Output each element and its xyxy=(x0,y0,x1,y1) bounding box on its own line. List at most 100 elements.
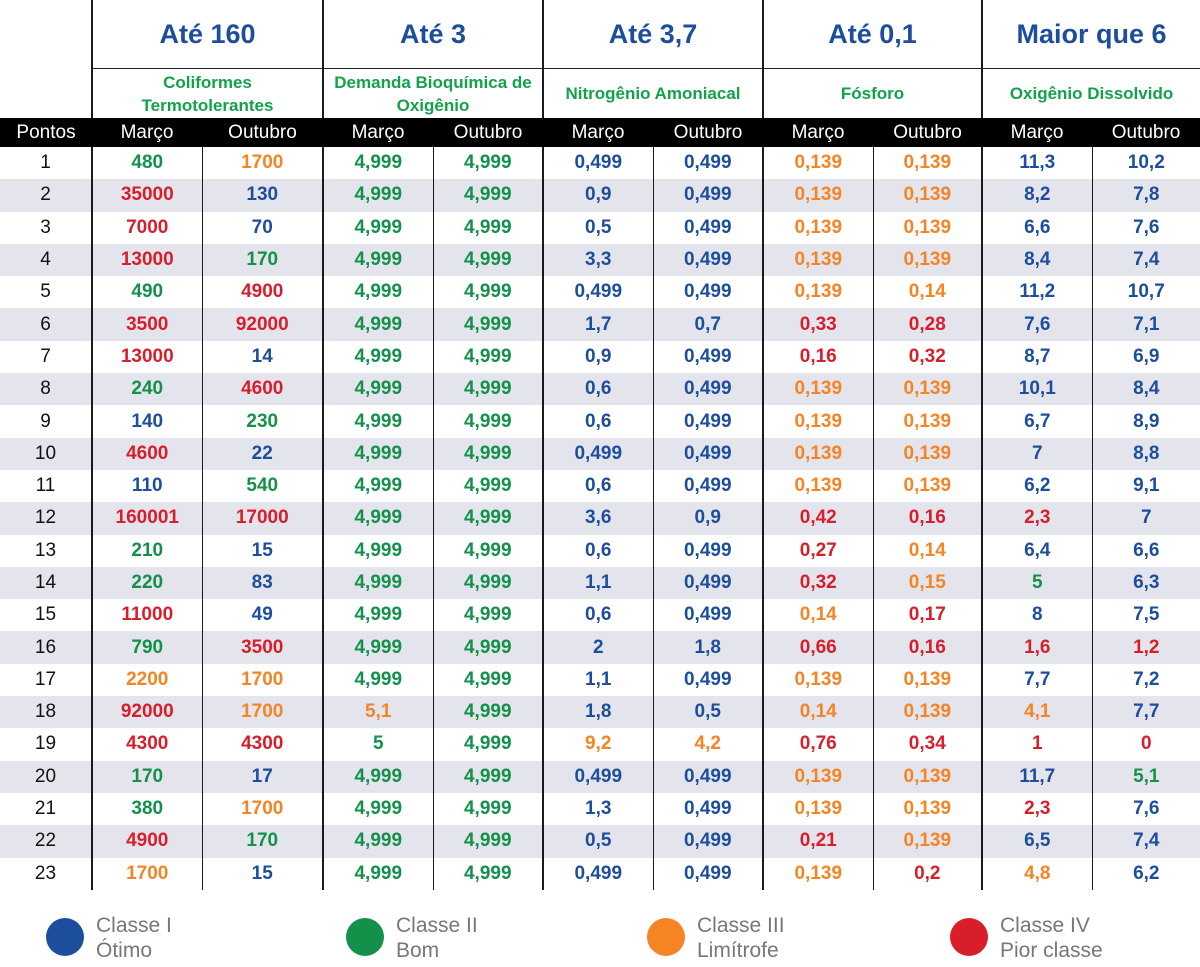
value-cell: 0,6 xyxy=(542,373,653,406)
point-number: 21 xyxy=(34,798,57,820)
value-cell: 4300 xyxy=(201,728,323,761)
value-cell: 170 xyxy=(201,243,323,277)
value-cell: 1,1 xyxy=(542,566,653,600)
value-cell: 170 xyxy=(91,760,202,793)
value-cell: 2200 xyxy=(91,663,202,697)
value-cell: 9,1 xyxy=(1091,469,1200,503)
value-cell: 1700 xyxy=(201,696,323,729)
limit-nitrogenio: Até 3,7 xyxy=(541,0,764,69)
value-cell: 0,139 xyxy=(762,792,874,826)
value-cell: 0,34 xyxy=(872,728,983,761)
value-cell: 6,9 xyxy=(1091,340,1200,374)
value-cell: 83 xyxy=(201,566,323,600)
value-cell: 70 xyxy=(201,211,323,244)
value-cell: 0,76 xyxy=(762,728,874,761)
point-number: 19 xyxy=(34,733,57,755)
value-cell: 4,999 xyxy=(322,276,433,309)
table-row: 9 140 230 4,999 4,999 0,6 0,499 0,139 0,139 6,7 8,… xyxy=(0,405,1200,438)
value-cell: 11,3 xyxy=(981,147,1093,180)
value-cell: 4,999 xyxy=(432,243,543,277)
value-cell: 4,999 xyxy=(322,405,433,438)
value-cell: 2,3 xyxy=(981,792,1093,826)
value-cell: 9,2 xyxy=(542,728,653,761)
value-cell: 0,14 xyxy=(872,276,983,309)
value-cell: 0,14 xyxy=(762,599,874,632)
value-cell: 0,139 xyxy=(872,760,983,793)
value-cell: 1,1 xyxy=(542,663,653,697)
water-quality-table: Até 160 Até 3 Até 3,7 Até 0,1 Maior que … xyxy=(0,0,1200,890)
value-cell: 4,999 xyxy=(432,760,543,793)
value-cell: 0,139 xyxy=(872,696,983,729)
table-row: 3 7000 70 4,999 4,999 0,5 0,499 0,139 0,139 6,6 7,… xyxy=(0,211,1200,244)
value-cell: 4,999 xyxy=(322,502,433,535)
value-cell: 220 xyxy=(91,566,202,600)
param-dbo: Demanda Bioquímica de Oxigênio xyxy=(322,68,543,118)
value-cell: 4,999 xyxy=(322,566,433,600)
value-cell: 0,139 xyxy=(762,857,874,890)
value-cell: 6,5 xyxy=(981,825,1093,858)
table-row: 16 790 3500 4,999 4,999 2 1,8 0,66 0,16 1,6 1,2 xyxy=(0,631,1200,664)
value-cell: 6,7 xyxy=(981,405,1093,438)
value-cell: 4,999 xyxy=(322,469,433,503)
value-cell: 3500 xyxy=(201,631,323,664)
value-cell: 0,499 xyxy=(542,857,653,890)
value-cell: 0,32 xyxy=(872,340,983,374)
point-number: 20 xyxy=(0,760,92,793)
value-cell: 540 xyxy=(201,469,323,503)
value-cell: 13000 xyxy=(91,243,202,277)
value-cell: 0,139 xyxy=(872,147,983,180)
value-cell: 8,4 xyxy=(981,243,1093,277)
value-cell: 4,1 xyxy=(981,696,1093,729)
value-cell: 4,999 xyxy=(432,631,543,664)
value-cell: 7,4 xyxy=(1091,243,1200,277)
value-cell: 0,16 xyxy=(872,502,983,535)
value-cell: 11,2 xyxy=(981,276,1093,309)
value-cell: 92000 xyxy=(91,696,202,729)
limits-row: Até 160 Até 3 Até 3,7 Até 0,1 Maior que … xyxy=(0,0,1200,69)
value-cell: 1700 xyxy=(201,792,323,826)
value-cell: 0,139 xyxy=(872,211,983,244)
value-cell: 6,6 xyxy=(981,211,1093,244)
value-cell: 0,5 xyxy=(652,696,764,729)
value-cell: 4900 xyxy=(91,825,202,858)
value-cell: 0,499 xyxy=(542,276,653,309)
limit-coliformes: Até 160 xyxy=(91,0,323,69)
legend-desc: Bom xyxy=(396,939,440,962)
point-number: 3 xyxy=(40,216,51,238)
corner-cell xyxy=(0,0,92,69)
value-cell: 0,6 xyxy=(542,599,653,632)
value-cell: 4,999 xyxy=(322,340,433,374)
value-cell: 4,999 xyxy=(432,857,543,890)
value-cell: 3500 xyxy=(91,308,202,341)
value-cell: 7,7 xyxy=(981,663,1093,697)
table-row: 8 240 4600 4,999 4,999 0,6 0,499 0,139 0,139 10,1… xyxy=(0,373,1200,406)
circle-icon xyxy=(950,918,988,956)
value-cell: 7 xyxy=(981,437,1093,470)
value-cell: 130 xyxy=(201,179,323,212)
table-row: 5 490 4900 4,999 4,999 0,499 0,499 0,139 0,14 11,… xyxy=(0,276,1200,309)
value-cell: 4,999 xyxy=(432,405,543,438)
legend-title: Classe III xyxy=(697,914,785,937)
value-cell: 1700 xyxy=(91,857,202,890)
value-cell: 2 xyxy=(542,631,653,664)
value-cell: 7,1 xyxy=(1091,308,1200,341)
point-number: 2 xyxy=(0,179,92,212)
value-cell: 110 xyxy=(91,469,202,503)
value-cell: 5 xyxy=(322,728,433,761)
value-cell: 1,8 xyxy=(652,631,764,664)
value-cell: 11000 xyxy=(91,599,202,632)
value-cell: 4900 xyxy=(201,276,323,309)
value-cell: 0,16 xyxy=(762,340,874,374)
table-body: 1 480 1700 4,999 4,999 0,499 0,499 0,139 0,139 11… xyxy=(0,147,1200,890)
param-coliformes-label: Coliformes Termotolerantes xyxy=(141,72,274,115)
value-cell: 4,8 xyxy=(981,857,1093,890)
value-cell: 1,2 xyxy=(1091,631,1200,664)
value-cell: 0,16 xyxy=(872,631,983,664)
value-cell: 4,999 xyxy=(432,663,543,697)
value-cell: 0,139 xyxy=(762,211,874,244)
value-cell: 0,42 xyxy=(762,502,874,535)
value-cell: 240 xyxy=(91,373,202,406)
value-cell: 4,999 xyxy=(432,179,543,212)
value-cell: 5,1 xyxy=(322,696,433,729)
point-number: 12 xyxy=(0,502,92,535)
